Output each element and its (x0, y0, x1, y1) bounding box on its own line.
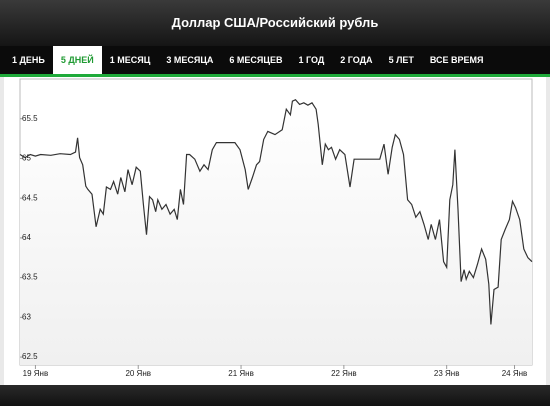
chart-title: Доллар США/Российский рубль (171, 15, 379, 30)
x-tick-label: 19 Янв (23, 369, 49, 378)
period-tab[interactable]: 6 МЕСЯЦЕВ (229, 55, 283, 65)
period-tab[interactable]: 2 ГОДА (340, 55, 373, 65)
header: Доллар США/Российский рубль (0, 0, 550, 46)
footer-bar (0, 385, 550, 406)
x-tick-label: 20 Янв (125, 369, 151, 378)
period-tab[interactable]: 1 ГОД (298, 55, 325, 65)
y-tick-label: 62.5 (22, 352, 38, 361)
period-tab[interactable]: 1 МЕСЯЦ (109, 55, 151, 65)
y-tick-label: 64.5 (22, 193, 38, 202)
y-tick-label: 64 (22, 233, 31, 242)
period-tab[interactable]: 5 ДНЕЙ (52, 46, 102, 74)
period-tab[interactable]: 1 ДЕНЬ (12, 55, 45, 65)
line (19, 98, 533, 325)
y-tick-label: 65.5 (22, 114, 38, 123)
x-tick-label: 21 Янв (228, 369, 254, 378)
x-tick-label: 22 Янв (331, 369, 357, 378)
x-tick-label: 23 Янв (434, 369, 460, 378)
period-tab[interactable]: 5 ЛЕТ (388, 55, 414, 65)
y-tick-label: 63.5 (22, 273, 38, 282)
chart: 62.5 63 63.5 64 64.5 65 65.5 19 Янв 20 Янв 21 Янв… (19, 78, 533, 378)
tab-bar: 1 ДЕНЬ 5 ДНЕЙ 1 МЕСЯЦ 3 МЕСЯЦА 6 МЕСЯЦЕВ 1 ГО… (0, 46, 550, 77)
y-tick-label: 65 (22, 154, 31, 163)
x-tick-label: 24 Янв (502, 369, 528, 378)
chart-panel: 62.5 63 63.5 64 64.5 65 65.5 19 Янв 20 Янв 21 Янв… (4, 77, 546, 385)
period-tab[interactable]: ВСЕ ВРЕМЯ (429, 55, 484, 65)
period-tab[interactable]: 3 МЕСЯЦА (166, 55, 214, 65)
y-tick-label: 63 (22, 312, 31, 321)
